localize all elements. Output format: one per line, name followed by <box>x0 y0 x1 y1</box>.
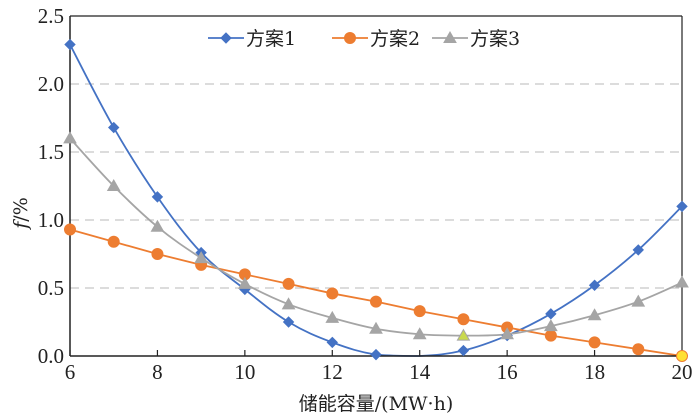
data-point-series-3 <box>500 327 515 340</box>
y-axis-title: f/% <box>10 197 32 231</box>
legend-swatch-marker <box>443 30 457 43</box>
legend-label: 方案1 <box>246 28 296 50</box>
x-tick-label: 16 <box>497 360 518 384</box>
data-point-series-1 <box>457 344 470 357</box>
y-tick-label: 0.5 <box>38 276 64 300</box>
data-point-series-3 <box>150 219 165 232</box>
x-tick-label: 18 <box>584 360 605 384</box>
data-point-series-3 <box>106 178 121 191</box>
data-point-series-3 <box>281 297 296 310</box>
legend-item-1: 方案1 <box>208 28 296 50</box>
data-point-series-2 <box>370 295 382 308</box>
markers <box>63 38 689 362</box>
data-point-series-2 <box>151 248 164 260</box>
data-point-series-3 <box>237 276 252 289</box>
y-tick-label: 1.0 <box>38 208 64 232</box>
data-point-series-1 <box>632 244 644 256</box>
y-tick-label: 1.5 <box>38 140 64 164</box>
legend-item-3: 方案3 <box>432 28 520 50</box>
y-tick-label: 0.0 <box>38 344 64 368</box>
data-point-series-1 <box>151 191 164 203</box>
data-point-series-3 <box>63 131 77 144</box>
legend-item-2: 方案2 <box>332 28 420 50</box>
x-tick-label: 10 <box>234 360 255 384</box>
data-point-series-3 <box>587 308 602 321</box>
data-point-series-2 <box>544 329 557 342</box>
legend: 方案1 方案2 方案3 <box>208 28 520 50</box>
series-line-2 <box>69 228 683 357</box>
ticks: 0.0 0.5 1.0 1.5 2.0 2.5 6 8 10 12 14 16 18 20 <box>38 4 693 384</box>
data-point-series-3 <box>369 321 383 334</box>
data-point-series-1 <box>370 348 382 361</box>
x-axis-title: 储能容量/(MW·h) <box>299 393 454 415</box>
data-point-series-2 <box>107 235 120 248</box>
series-layer <box>69 44 683 357</box>
data-point-series-3 <box>194 251 209 264</box>
legend-label: 方案2 <box>370 28 420 50</box>
legend-label: 方案3 <box>470 28 520 50</box>
data-point-series-1 <box>676 200 688 213</box>
data-point-series-1 <box>108 121 120 134</box>
data-point-series-1 <box>282 316 295 328</box>
data-point-series-2 <box>632 343 645 356</box>
legend-swatch-marker <box>220 32 232 44</box>
svg-text:f/%: f/% <box>10 197 32 231</box>
data-point-series-3 <box>675 275 689 288</box>
data-point-series-1 <box>545 308 557 320</box>
series-line-1 <box>69 44 683 357</box>
data-point-series-2 <box>64 223 76 236</box>
data-point-series-3 <box>543 319 558 332</box>
data-point-series-2 <box>282 277 295 290</box>
x-tick-label: 12 <box>322 360 343 384</box>
data-point-series-1 <box>326 336 338 349</box>
y-axis-title-unit: /% <box>10 197 32 221</box>
data-point-series-3 <box>325 310 340 323</box>
data-point-series-1 <box>64 38 76 51</box>
data-point-series-2 <box>676 350 688 362</box>
data-point-series-2 <box>588 336 601 349</box>
x-tick-label: 6 <box>65 360 76 384</box>
grid-lines <box>70 83 682 289</box>
data-point-series-2 <box>413 305 426 318</box>
data-point-series-2 <box>457 313 470 326</box>
y-axis-title-symbol: f <box>10 219 32 231</box>
x-tick-label: 20 <box>672 360 693 384</box>
data-point-series-2 <box>326 287 339 300</box>
x-tick-label: 8 <box>152 360 163 384</box>
data-point-series-3 <box>631 294 646 307</box>
legend-swatch-marker <box>344 32 356 44</box>
x-tick-label: 14 <box>409 360 431 384</box>
y-tick-label: 2.0 <box>38 72 64 96</box>
data-point-series-3 <box>412 327 427 340</box>
data-point-series-1 <box>588 279 601 291</box>
y-tick-label: 2.5 <box>38 4 64 28</box>
data-point-series-3 <box>456 328 471 341</box>
